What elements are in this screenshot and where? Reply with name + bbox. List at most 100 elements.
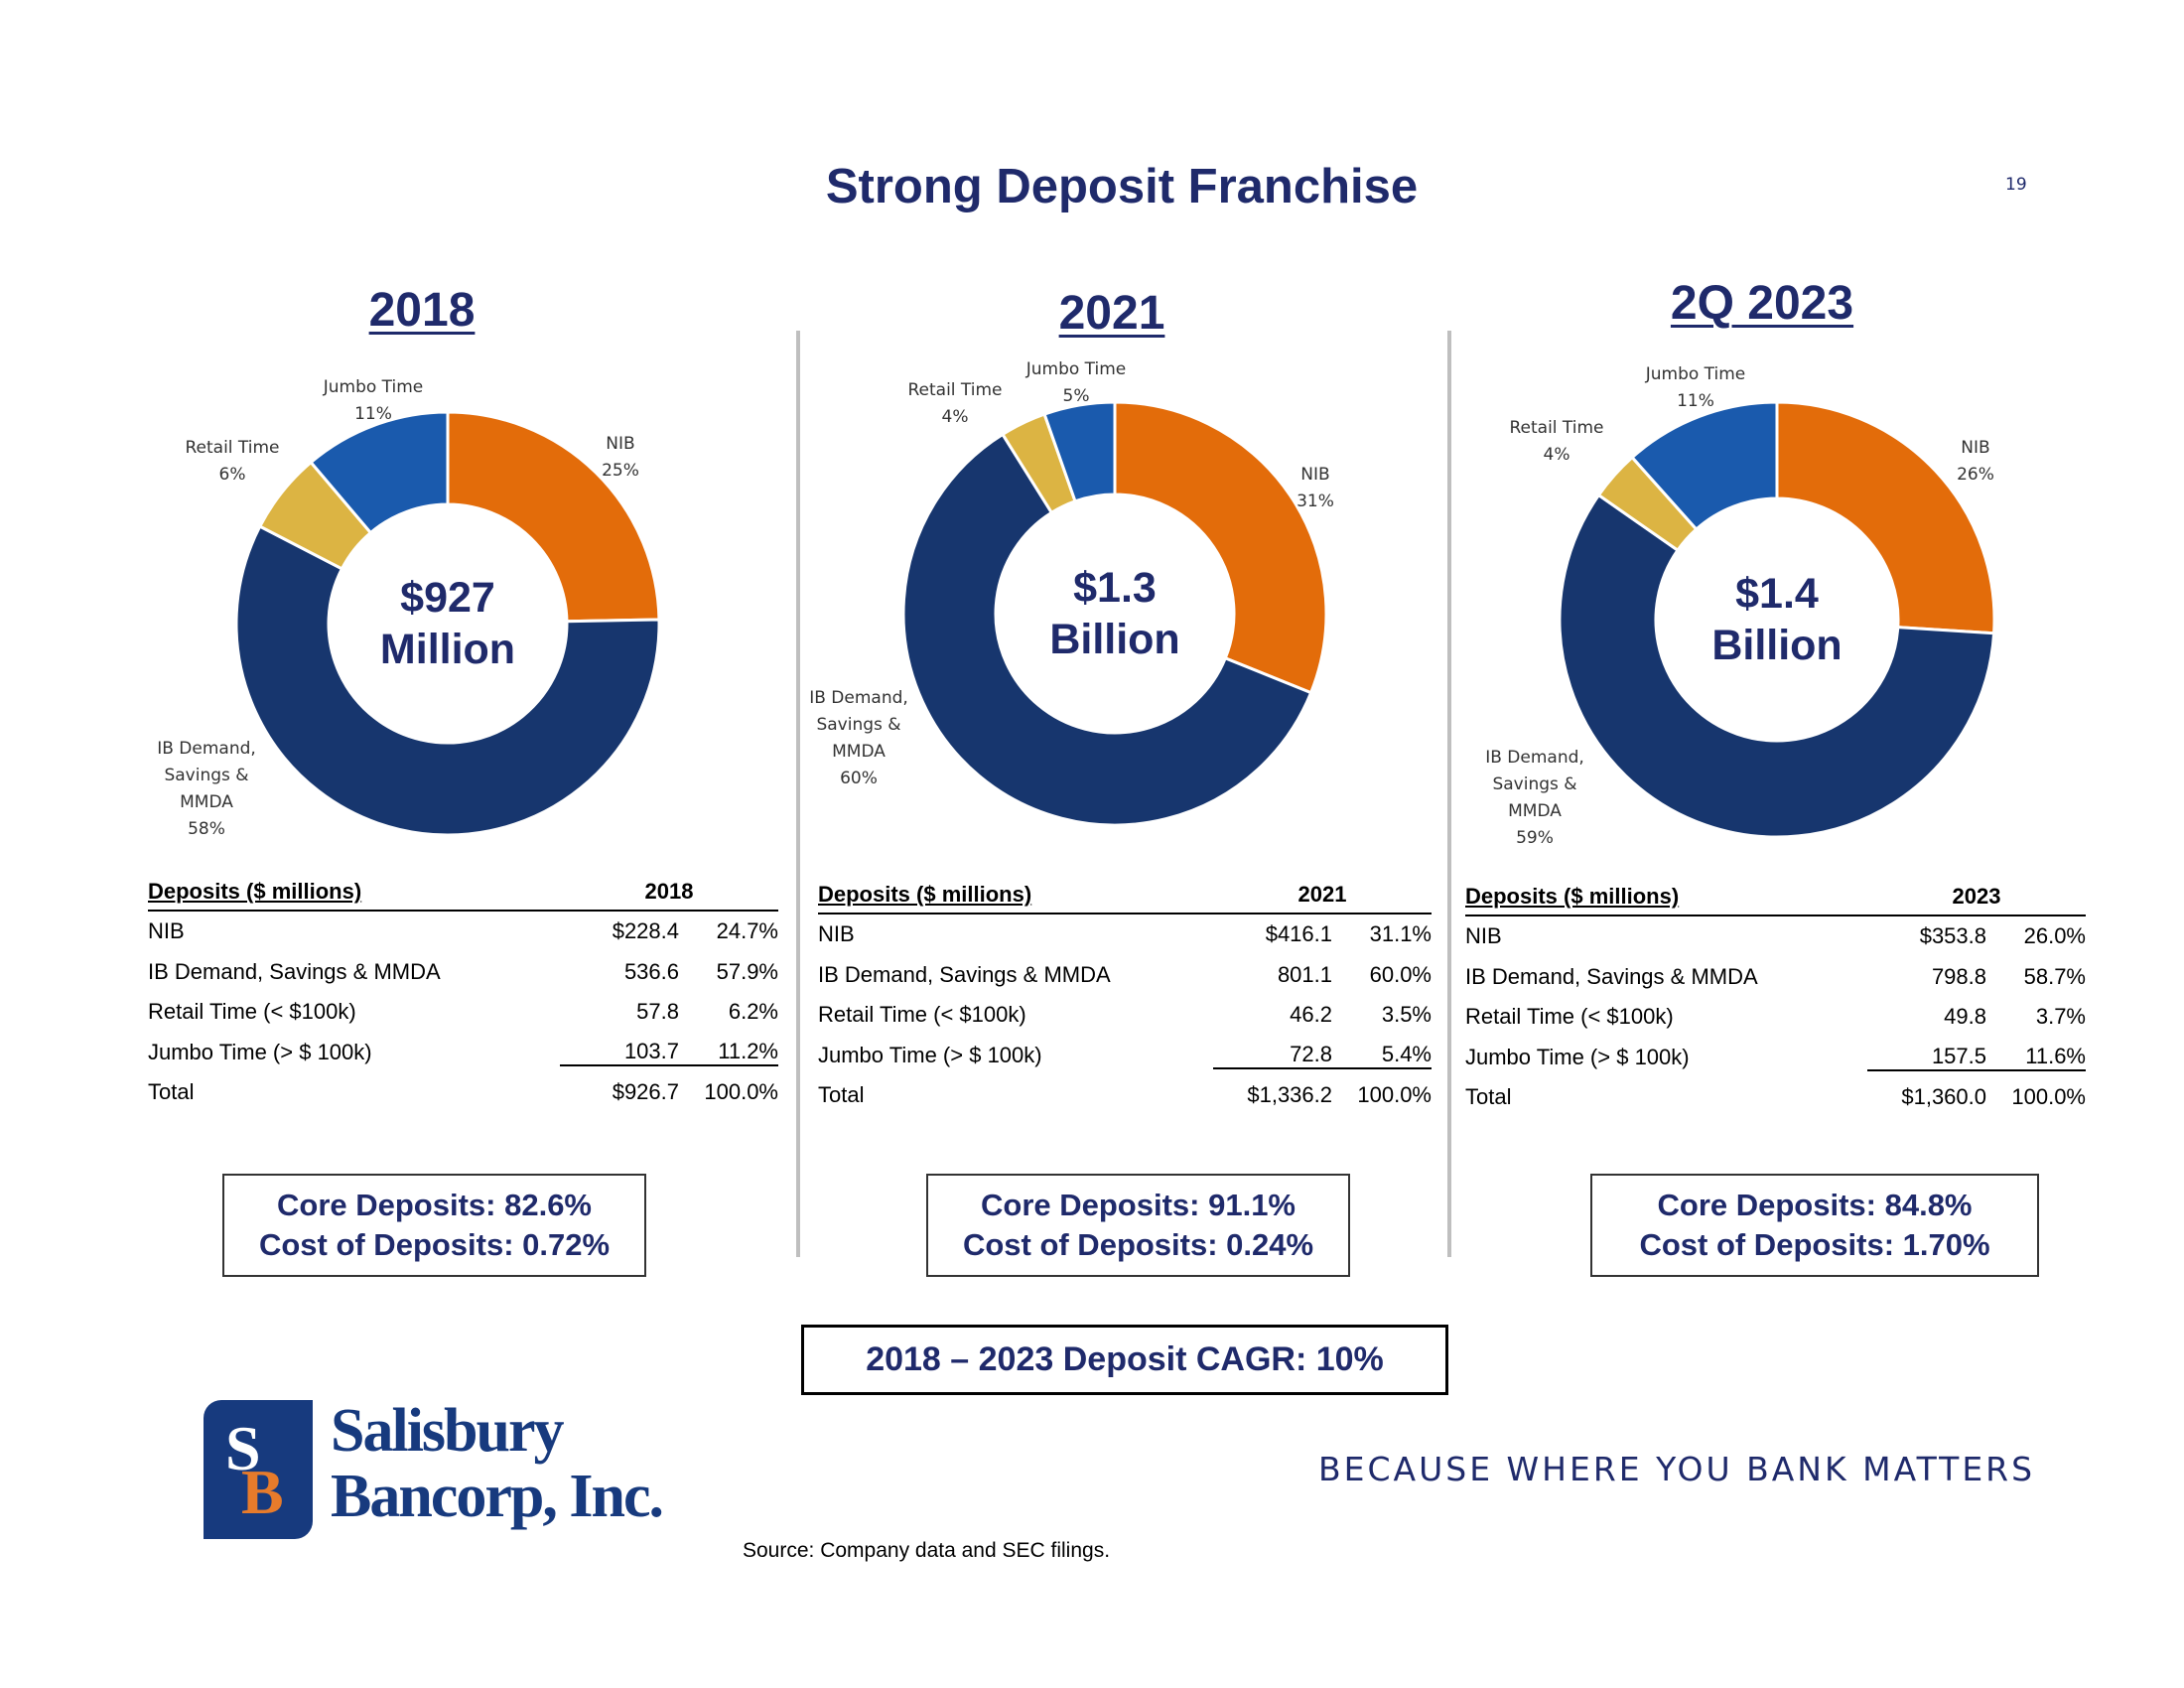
row-values: $1,336.2 100.0%: [1213, 1082, 1432, 1108]
row-values: $353.8 26.0%: [1867, 923, 2086, 949]
column-divider: [796, 331, 800, 1257]
row-values: 536.6 57.9%: [560, 959, 778, 985]
data-label-retail-time: Retail Time 4%: [1509, 415, 1603, 469]
center-label-line: $1.3: [1073, 564, 1157, 612]
row-percent: 58.7%: [2023, 963, 2086, 989]
row-values: 46.2 3.5%: [1213, 1002, 1432, 1028]
center-label-line: Million: [379, 626, 516, 673]
data-label-line: 25%: [602, 461, 639, 481]
data-label-ib-demand-savings-mmda: IB Demand, Savings & MMDA 59%: [1485, 745, 1584, 852]
table-header: Deposits ($ millions) 2021: [818, 877, 1432, 914]
core-deposits-text: Core Deposits: 91.1%: [981, 1188, 1296, 1222]
row-percent: 26.0%: [2023, 923, 2086, 949]
data-label-line: 60%: [840, 769, 878, 788]
data-label-line: Jumbo Time: [1025, 359, 1127, 379]
row-amount: $1,336.2: [1247, 1082, 1332, 1108]
donut-slice-jumbo-time: [309, 410, 450, 535]
row-values: $228.4 24.7%: [560, 918, 778, 944]
cost-of-deposits-text: Cost of Deposits: 1.70%: [1639, 1227, 1990, 1262]
deposits-table-2023: Deposits ($ millions) 2023 NIB $353.8 26.0% I…: [1465, 879, 2086, 1118]
table-row: Total $926.7 100.0%: [148, 1072, 778, 1113]
row-label: NIB: [148, 918, 185, 944]
row-percent: 100.0%: [1357, 1082, 1432, 1108]
table-row: Total $1,360.0 100.0%: [1465, 1077, 2086, 1118]
row-values: 49.8 3.7%: [1867, 1004, 2086, 1030]
row-label: Retail Time (< $100k): [148, 999, 356, 1025]
cost-of-deposits-text: Cost of Deposits: 0.72%: [258, 1227, 611, 1262]
donut-slice-nib: [446, 410, 661, 624]
row-amount: 536.6: [623, 958, 679, 984]
row-percent: 60.0%: [1369, 961, 1432, 987]
table-row: NIB $353.8 26.0%: [1465, 916, 2086, 957]
data-label-line: Savings &: [164, 766, 249, 785]
data-label-line: Retail Time: [907, 380, 1003, 400]
chart-title-2018: 2018: [368, 284, 476, 337]
row-amount: $1,360.0: [1901, 1084, 1986, 1110]
center-label-line: $1.4: [1735, 570, 1819, 618]
row-percent: 100.0%: [2011, 1084, 2086, 1110]
data-label-jumbo-time: Jumbo Time 5%: [1026, 356, 1127, 410]
page-number: 19: [2005, 175, 2027, 195]
deposits-table-2018: Deposits ($ millions) 2018 NIB $228.4 24.7% I…: [148, 874, 778, 1113]
row-label: NIB: [1465, 923, 1502, 949]
row-amount: $228.4: [612, 918, 679, 944]
data-label-line: Jumbo Time: [323, 377, 424, 397]
data-label-nib: NIB 26%: [1957, 435, 1994, 489]
donut-chart-2: [1558, 400, 1996, 839]
row-label: IB Demand, Savings & MMDA: [818, 961, 1111, 987]
data-label-line: Savings &: [1492, 774, 1577, 794]
data-label-line: MMDA: [180, 792, 233, 812]
header-year: 2023: [1952, 884, 2001, 909]
data-label-line: 11%: [354, 404, 392, 424]
data-label-line: 11%: [1677, 391, 1714, 411]
row-percent: 11.2%: [718, 1038, 778, 1063]
row-label: Jumbo Time (> $ 100k): [148, 1039, 372, 1064]
row-label: IB Demand, Savings & MMDA: [1465, 963, 1758, 989]
row-values: $926.7 100.0%: [560, 1079, 778, 1105]
row-percent: 3.5%: [1381, 1002, 1432, 1028]
header-label: Deposits ($ millions): [1465, 884, 1680, 909]
header-year: 2018: [644, 879, 694, 904]
data-label-retail-time: Retail Time 4%: [907, 377, 1002, 431]
cost-of-deposits-text: Cost of Deposits: 0.24%: [962, 1227, 1314, 1262]
data-label-line: 31%: [1297, 492, 1334, 511]
table-row: Total $1,336.2 100.0%: [818, 1075, 1432, 1116]
row-label: Retail Time (< $100k): [1465, 1004, 1674, 1030]
row-label: Total: [818, 1082, 865, 1108]
logo-mark: S B: [204, 1400, 313, 1539]
data-label-line: 58%: [188, 819, 225, 839]
row-amount: $353.8: [1919, 923, 1986, 949]
table-header: Deposits ($ millions) 2023: [1465, 879, 2086, 916]
table-row: NIB $228.4 24.7%: [148, 912, 778, 952]
row-values: 103.7 11.2%: [560, 1039, 778, 1066]
data-label-line: 6%: [218, 465, 246, 485]
row-amount: 72.8: [1290, 1041, 1332, 1066]
donut-slice-nib: [1113, 400, 1328, 695]
donut-chart-1: [901, 400, 1328, 827]
row-values: $416.1 31.1%: [1213, 921, 1432, 947]
center-label-line: Billion: [1049, 616, 1180, 663]
data-label-jumbo-time: Jumbo Time 11%: [324, 374, 424, 428]
row-percent: 100.0%: [704, 1079, 778, 1105]
row-percent: 3.7%: [2035, 1004, 2086, 1030]
core-deposits-box-2023: Core Deposits: 84.8% Cost of Deposits: 1…: [1590, 1174, 2039, 1277]
donut-slice-ib-demand-savings-mmda: [234, 524, 661, 837]
row-amount: $416.1: [1265, 921, 1332, 947]
tagline: BECAUSE WHERE YOU BANK MATTERS: [1318, 1450, 2036, 1488]
logo-line-1: Salisbury: [331, 1397, 565, 1465]
data-label-line: NIB: [606, 434, 635, 454]
table-row: Jumbo Time (> $ 100k) 157.5 11.6%: [1465, 1038, 2086, 1078]
header-year: 2021: [1297, 882, 1347, 907]
core-deposits-box-2021: Core Deposits: 91.1% Cost of Deposits: 0…: [926, 1174, 1350, 1277]
row-values: 72.8 5.4%: [1213, 1042, 1432, 1069]
row-percent: 31.1%: [1369, 921, 1432, 947]
data-label-nib: NIB 31%: [1297, 462, 1334, 515]
row-amount: 798.8: [1931, 963, 1986, 989]
data-label-line: NIB: [1300, 465, 1330, 485]
donut-center-total: $927 Million: [380, 572, 515, 675]
row-percent: 24.7%: [716, 918, 778, 944]
data-label-line: Retail Time: [1509, 418, 1604, 438]
data-label-line: 5%: [1062, 386, 1090, 406]
center-label-line: Billion: [1711, 622, 1843, 669]
row-label: Retail Time (< $100k): [818, 1002, 1026, 1028]
